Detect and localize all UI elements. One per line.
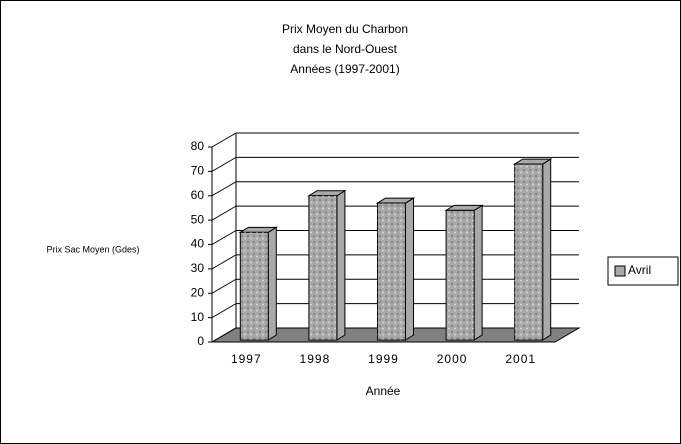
grid-line (211, 156, 237, 172)
x-tick-label: 2000 (437, 352, 468, 366)
grid-line (211, 205, 237, 221)
grid-line (211, 278, 237, 294)
grid-line (211, 254, 237, 270)
x-axis-title: Année (366, 384, 401, 398)
chart-title: Prix Moyen du Charbon (282, 22, 408, 36)
x-tick-label: 1997 (231, 352, 262, 366)
grid-line (211, 230, 237, 245)
y-tick-label: 10 (191, 310, 205, 324)
bar-side (267, 226, 277, 341)
y-tick-label: 30 (191, 261, 205, 275)
bar-texture (446, 210, 475, 340)
bar-side (336, 189, 346, 341)
chart-title: dans le Nord-Ouest (293, 42, 398, 56)
y-tick-label: 40 (191, 237, 205, 251)
grid-line (211, 132, 237, 148)
bar-texture (308, 195, 337, 340)
chart-title: Années (1997-2001) (290, 62, 399, 76)
y-tick-label: 0 (197, 334, 204, 348)
bar-side (542, 158, 552, 341)
y-tick-label: 70 (191, 164, 205, 178)
bar-texture (240, 232, 269, 340)
grid-line (211, 327, 237, 343)
grid-line (211, 303, 237, 319)
y-tick-label: 60 (191, 188, 205, 202)
legend-label: Avril (628, 263, 651, 277)
bar-texture (514, 164, 543, 340)
y-tick-label: 20 (191, 285, 205, 299)
grid-line (211, 181, 237, 197)
bar-texture (377, 203, 406, 340)
x-tick-label: 2001 (505, 352, 536, 366)
legend-swatch (614, 265, 626, 277)
bar-side (405, 197, 414, 341)
y-axis-title: Prix Sac Moyen (Gdes) (46, 244, 139, 254)
bar-side (473, 204, 483, 341)
y-tick-label: 50 (191, 212, 205, 226)
x-tick-label: 1998 (300, 352, 331, 366)
y-tick-label: 80 (191, 139, 205, 153)
x-tick-label: 1999 (368, 352, 399, 366)
